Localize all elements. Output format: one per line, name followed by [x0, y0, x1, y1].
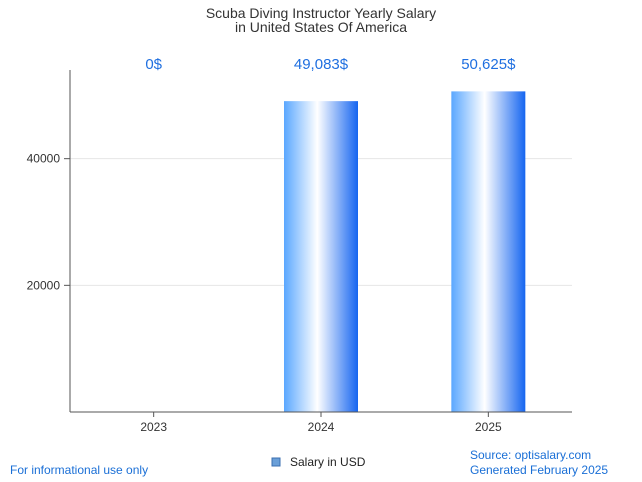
- footer-source[interactable]: Source: optisalary.com: [470, 448, 592, 462]
- x-tick-label-2024: 2024: [308, 420, 335, 434]
- footer-disclaimer: For informational use only: [10, 463, 149, 477]
- x-tick-label-2025: 2025: [475, 420, 502, 434]
- footer-generated: Generated February 2025: [470, 463, 609, 477]
- data-label-2025: 50,625$: [461, 56, 516, 73]
- x-axis-ticks: 2023 2024 2025: [140, 412, 502, 434]
- data-label-2024: 49,083$: [294, 56, 349, 73]
- legend-swatch: [271, 457, 281, 467]
- x-tick-label-2023: 2023: [140, 420, 167, 434]
- y-tick-label: 40000: [27, 152, 61, 166]
- bar-2025[interactable]: [451, 91, 526, 412]
- y-axis-ticks: 20000 40000: [27, 152, 70, 292]
- y-tick-label: 20000: [27, 278, 61, 292]
- chart-title-line-2: in United States Of America: [235, 19, 407, 35]
- data-labels: 0$ 49,083$ 50,625$: [145, 56, 516, 73]
- legend-label: Salary in USD: [290, 455, 366, 469]
- bars: [284, 91, 526, 413]
- legend[interactable]: Salary in USD: [271, 455, 366, 469]
- bar-2024[interactable]: [284, 101, 358, 413]
- chart-title-line-1: Scuba Diving Instructor Yearly Salary: [206, 5, 436, 21]
- data-label-2023: 0$: [145, 56, 162, 73]
- footer-source-block: Source: optisalary.com Generated Februar…: [470, 448, 608, 478]
